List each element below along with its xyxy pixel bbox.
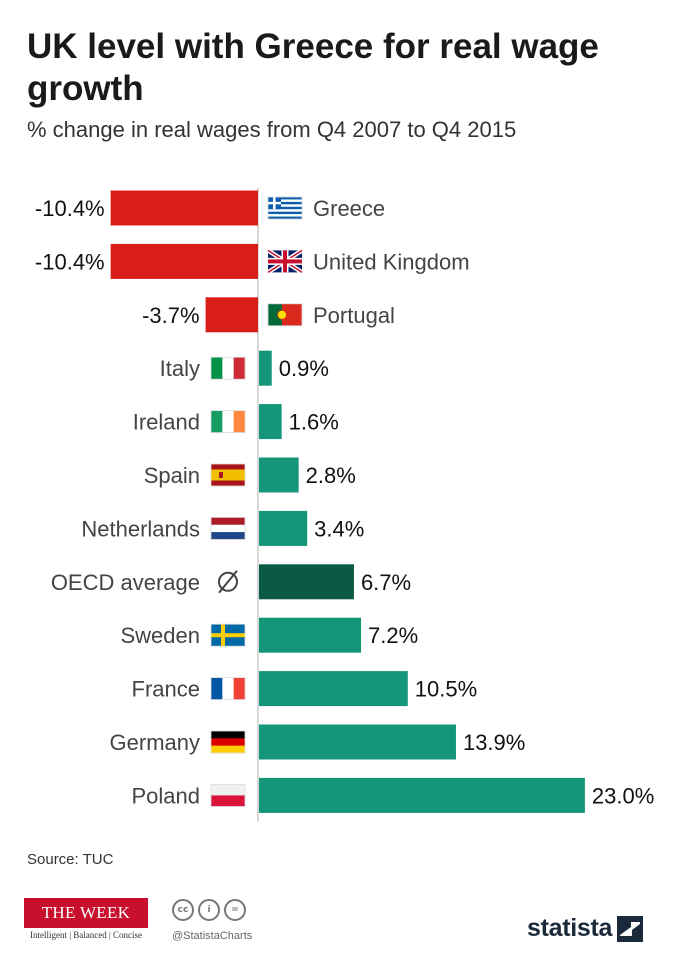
bar-spain xyxy=(259,457,299,493)
value-label-ireland: 1.6% xyxy=(289,410,339,435)
category-label-spain: Spain xyxy=(144,463,200,488)
sweden-flag-icon xyxy=(210,623,246,647)
the-week-logo[interactable]: THE WEEK Intelligent | Balanced | Concis… xyxy=(24,898,148,940)
bar-poland xyxy=(259,777,585,813)
bar-sweden xyxy=(259,617,362,653)
category-label-sweden: Sweden xyxy=(120,623,200,648)
attribution-icon[interactable]: i xyxy=(198,899,220,921)
bar-netherlands xyxy=(259,510,308,546)
value-label-oecd-average: 6.7% xyxy=(361,570,411,595)
category-label-united-kingdom: United Kingdom xyxy=(313,249,470,274)
value-label-poland: 23.0% xyxy=(592,783,654,808)
chart-subtitle: % change in real wages from Q4 2007 to Q… xyxy=(27,117,517,142)
social-handle[interactable]: @StatistaCharts xyxy=(172,930,253,942)
category-label-germany: Germany xyxy=(110,730,200,755)
bar-ireland xyxy=(259,404,282,440)
category-label-portugal: Portugal xyxy=(313,303,395,328)
france-flag-icon xyxy=(210,677,246,700)
value-label-germany: 13.9% xyxy=(463,730,525,755)
netherlands-flag-icon xyxy=(210,517,246,540)
bar-italy xyxy=(259,350,272,386)
value-label-netherlands: 3.4% xyxy=(314,516,364,541)
category-label-oecd-average: OECD average xyxy=(51,570,200,595)
germany-flag-icon xyxy=(210,730,246,754)
category-label-poland: Poland xyxy=(131,783,200,808)
the-week-wordmark: THE WEEK xyxy=(24,898,148,928)
poland-flag-icon xyxy=(210,784,246,807)
value-label-italy: 0.9% xyxy=(279,356,329,381)
category-label-ireland: Ireland xyxy=(133,410,200,435)
bar-united-kingdom xyxy=(110,243,258,279)
bar-portugal xyxy=(205,297,258,333)
value-label-united-kingdom: -10.4% xyxy=(35,249,105,274)
spain-flag-icon xyxy=(210,463,246,487)
portugal-flag-icon xyxy=(267,303,303,327)
oecd-flag-icon xyxy=(218,570,238,594)
category-label-france: France xyxy=(132,677,200,702)
statista-wordmark: statista xyxy=(527,914,613,942)
bar-germany xyxy=(259,724,456,760)
uk-flag-icon xyxy=(266,248,304,275)
creative-commons-icon[interactable]: cc xyxy=(172,899,194,921)
source-note: Source: TUC xyxy=(27,851,114,868)
bar-oecd-average xyxy=(259,564,354,600)
statista-logo[interactable]: statista xyxy=(527,914,644,943)
greece-flag-icon xyxy=(267,196,303,220)
the-week-tagline: Intelligent | Balanced | Concise xyxy=(29,930,143,940)
italy-flag-icon xyxy=(210,356,246,380)
category-label-italy: Italy xyxy=(160,356,200,381)
no-derivatives-icon[interactable]: = xyxy=(224,899,246,921)
category-label-greece: Greece xyxy=(313,196,385,221)
bar-france xyxy=(259,671,408,707)
value-label-sweden: 7.2% xyxy=(368,623,418,648)
value-label-spain: 2.8% xyxy=(306,463,356,488)
bar-chart: -10.4% Greece -10.4% United Kingdom -3.7% Por… xyxy=(35,188,654,822)
ireland-flag-icon xyxy=(210,410,246,434)
category-label-netherlands: Netherlands xyxy=(81,516,200,541)
value-label-greece: -10.4% xyxy=(35,196,105,221)
statista-mark-icon xyxy=(617,915,644,942)
bar-greece xyxy=(110,190,258,226)
value-label-france: 10.5% xyxy=(415,677,477,702)
chart-title: UK level with Greece for real wage growt… xyxy=(27,27,599,108)
license-icons: cc i = xyxy=(172,899,246,921)
value-label-portugal: -3.7% xyxy=(142,303,199,328)
